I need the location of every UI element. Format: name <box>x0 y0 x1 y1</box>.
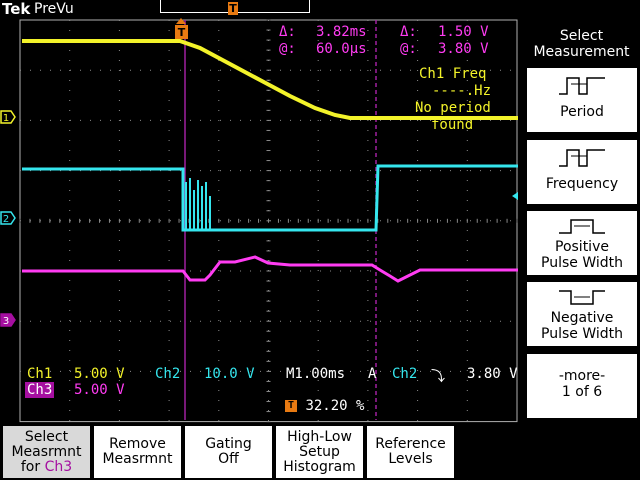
side-menu-title-line2: Measurement <box>533 44 630 60</box>
bottom-btn-5-line1: Reference <box>375 436 446 452</box>
cursor-volt-delta: 1.50 V <box>438 24 489 40</box>
ch2-glitch <box>185 178 211 230</box>
ch1-scale: 5.00 V <box>74 366 125 382</box>
cursor-volt-delta-label: Δ: <box>400 24 417 40</box>
ch3-scale: 5.00 V <box>74 382 125 398</box>
bottom-btn-1-line2: Measrmnt <box>11 444 82 460</box>
trigger-marker-icon: T <box>228 2 238 15</box>
high-low-setup-button[interactable]: High-Low Setup Histogram <box>276 426 363 478</box>
remove-measurement-button[interactable]: Remove Measrmnt <box>94 426 181 478</box>
brand-logo: Tek <box>2 0 31 18</box>
trigger-position-value: 32.20 % <box>305 398 365 414</box>
bottom-btn-3-line2: Off <box>218 451 239 467</box>
waveform-display[interactable]: T 1 2 3 <box>0 0 520 425</box>
trigger-time-label: T <box>178 26 186 39</box>
ch1-ground-marker[interactable]: 1 <box>0 110 16 124</box>
trigger-level: 3.80 V <box>467 366 518 382</box>
negative-pulse-icon <box>559 290 605 305</box>
trigger-level-icon <box>512 192 518 200</box>
bottom-btn-1-for: for <box>20 459 45 475</box>
svg-text:3: 3 <box>3 316 9 327</box>
more-page-indicator: 1 of 6 <box>561 384 603 400</box>
measurement-status-line1: No period <box>415 100 491 116</box>
ch2-ground-marker[interactable]: 2 <box>0 211 16 225</box>
trigger-time-icon <box>175 25 188 39</box>
bottom-btn-1-line1: Select <box>24 429 69 445</box>
bottom-btn-2-line2: Measrmnt <box>102 451 173 467</box>
cursor-time-delta-label: Δ: <box>279 24 296 40</box>
bottom-btn-3-line1: Gating <box>205 436 252 452</box>
cursor-time-at: 60.0µs <box>316 41 367 57</box>
bottom-btn-4-line2: Setup <box>299 444 340 460</box>
more-label: -more- <box>558 368 606 384</box>
positive-pulse-width-button[interactable]: Positive Pulse Width <box>527 211 637 275</box>
acquisition-status: PreVu <box>34 1 74 17</box>
positive-pulse-icon <box>559 219 605 234</box>
timebase-mode: A <box>368 366 377 382</box>
trigger-position-icon: T <box>285 400 297 412</box>
bottom-btn-4-line1: High-Low <box>287 429 352 445</box>
measurement-title: Ch1 Freq <box>419 66 487 82</box>
cursor-volt-at: 3.80 V <box>438 41 489 57</box>
cursor-time-delta: 3.82ms <box>316 24 367 40</box>
period-label: Period <box>560 104 604 120</box>
ch2-scale: 10.0 V <box>204 366 255 382</box>
ch3-trace <box>22 255 518 283</box>
svg-text:2: 2 <box>3 214 9 225</box>
gating-button[interactable]: Gating Off <box>185 426 272 478</box>
positive-pulse-label-2: Pulse Width <box>541 255 623 271</box>
cursor-time-at-label: @: <box>279 41 296 57</box>
measurement-value: ----.Hz <box>432 83 492 99</box>
bottom-btn-4-line3: Histogram <box>283 459 356 475</box>
period-button[interactable]: Period <box>527 68 637 132</box>
svg-text:1: 1 <box>3 113 9 124</box>
ch1-label: Ch1 <box>27 366 53 382</box>
bottom-btn-1-line3: for Ch3 <box>3 460 90 475</box>
side-menu-title-line1: Select <box>559 28 604 44</box>
reference-levels-button[interactable]: Reference Levels <box>367 426 454 478</box>
negative-pulse-label-2: Pulse Width <box>541 326 623 342</box>
cursor-volt-at-label: @: <box>400 41 417 57</box>
ch3-ground-marker[interactable]: 3 <box>0 313 16 327</box>
ch3-label-wrap: Ch3 <box>25 382 55 398</box>
more-button[interactable]: -more- 1 of 6 <box>527 354 637 418</box>
bottom-btn-2-line1: Remove <box>109 436 166 452</box>
positive-pulse-label-1: Positive <box>555 239 609 255</box>
trigger-slope-icon: ⤵ <box>431 369 445 385</box>
period-icon <box>559 77 605 95</box>
side-menu-title: Select Measurement <box>523 28 640 60</box>
measurement-status-line2: found <box>431 117 474 133</box>
negative-pulse-label-1: Negative <box>550 310 614 326</box>
bottom-btn-1-channel: Ch3 <box>44 459 73 475</box>
ch3-label: Ch3 <box>25 382 55 398</box>
trigger-source: Ch2 <box>392 366 418 382</box>
trigger-position-readout: T 32.20 % <box>285 398 364 414</box>
graticule <box>19 19 518 423</box>
select-measurement-ch3-button[interactable]: Select Measrmnt for Ch3 <box>3 426 90 478</box>
ch1-trace <box>22 39 518 120</box>
bottom-btn-5-line2: Levels <box>388 451 433 467</box>
trigger-pointer-icon <box>176 18 186 24</box>
header-bar: Tek PreVu T <box>0 0 520 20</box>
ch2-label: Ch2 <box>155 366 181 382</box>
frequency-label: Frequency <box>545 176 619 192</box>
frequency-icon <box>559 149 605 167</box>
negative-pulse-width-button[interactable]: Negative Pulse Width <box>527 282 637 346</box>
ch2-trace <box>22 164 518 232</box>
timebase-scale: M1.00ms <box>286 366 346 382</box>
frequency-button[interactable]: Frequency <box>527 140 637 204</box>
